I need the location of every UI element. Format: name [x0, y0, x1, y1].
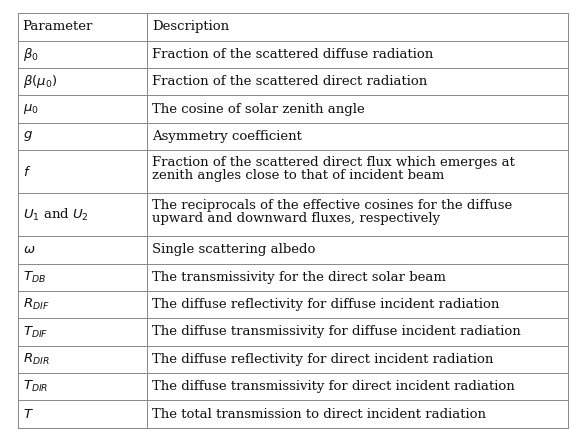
Text: $T$: $T$: [23, 407, 33, 421]
Text: $\beta_0$: $\beta_0$: [23, 46, 38, 63]
Text: Single scattering albedo: Single scattering albedo: [152, 243, 315, 256]
Text: upward and downward fluxes, respectively: upward and downward fluxes, respectively: [152, 213, 440, 225]
Text: $T_{DB}$: $T_{DB}$: [23, 269, 46, 285]
Text: $T_{DIF}$: $T_{DIF}$: [23, 325, 48, 340]
Text: The diffuse transmissivity for diffuse incident radiation: The diffuse transmissivity for diffuse i…: [152, 325, 521, 338]
Text: The diffuse reflectivity for direct incident radiation: The diffuse reflectivity for direct inci…: [152, 353, 493, 366]
Text: Fraction of the scattered direct flux which emerges at: Fraction of the scattered direct flux wh…: [152, 156, 515, 168]
Text: $g$: $g$: [23, 129, 32, 143]
Text: $R_{DIR}$: $R_{DIR}$: [23, 352, 49, 367]
Text: $\mu_0$: $\mu_0$: [23, 102, 39, 116]
Text: The diffuse transmissivity for direct incident radiation: The diffuse transmissivity for direct in…: [152, 380, 515, 393]
Text: $R_{DIF}$: $R_{DIF}$: [23, 297, 49, 312]
Text: Parameter: Parameter: [23, 20, 93, 34]
Text: $\omega$: $\omega$: [23, 243, 35, 256]
Text: Fraction of the scattered diffuse radiation: Fraction of the scattered diffuse radiat…: [152, 48, 433, 61]
Text: The reciprocals of the effective cosines for the diffuse: The reciprocals of the effective cosines…: [152, 198, 512, 212]
Text: $\beta(\mu_0)$: $\beta(\mu_0)$: [23, 73, 57, 90]
Text: $T_{DIR}$: $T_{DIR}$: [23, 379, 48, 394]
Text: Description: Description: [152, 20, 229, 34]
Text: The diffuse reflectivity for diffuse incident radiation: The diffuse reflectivity for diffuse inc…: [152, 298, 499, 311]
Text: The total transmission to direct incident radiation: The total transmission to direct inciden…: [152, 407, 486, 421]
Text: The cosine of solar zenith angle: The cosine of solar zenith angle: [152, 103, 364, 116]
Text: Asymmetry coefficient: Asymmetry coefficient: [152, 130, 302, 143]
Text: $U_1$ and $U_2$: $U_1$ and $U_2$: [23, 206, 88, 223]
Text: zenith angles close to that of incident beam: zenith angles close to that of incident …: [152, 169, 444, 183]
Text: The transmissivity for the direct solar beam: The transmissivity for the direct solar …: [152, 271, 446, 284]
Text: $f$: $f$: [23, 164, 31, 179]
Text: Fraction of the scattered direct radiation: Fraction of the scattered direct radiati…: [152, 75, 427, 88]
